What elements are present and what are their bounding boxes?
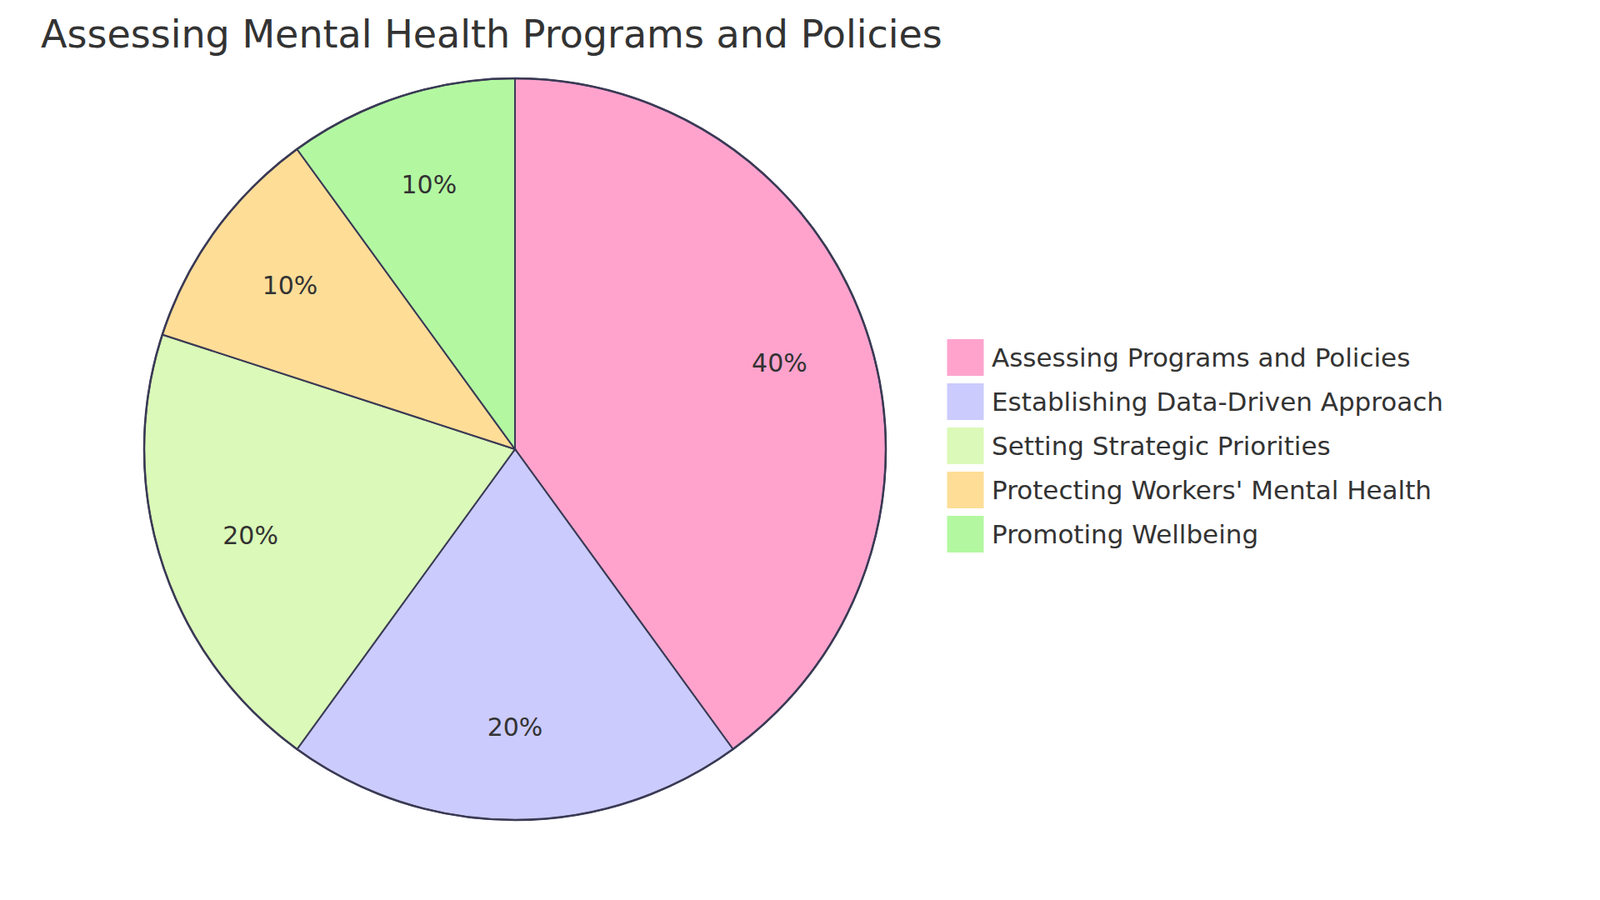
legend-swatch [946,471,985,510]
legend-label: Protecting Workers' Mental Health [991,475,1432,505]
slice [296,78,515,450]
legend-label: Assessing Programs and Policies [991,342,1410,373]
data-label: 10% [401,170,458,200]
title: Assessing Mental Health Programs and Pol… [40,11,943,57]
pie-outline [144,78,886,820]
data-label: 20% [487,712,544,742]
legend-label: Establishing Data-Driven Approach [991,386,1444,417]
legend: Assessing Programs and Policies Establish… [946,339,1444,554]
data-label: 40% [751,348,808,378]
data-label: 20% [222,520,279,550]
legend-label: Promoting Wellbeing [991,519,1259,550]
legend-swatch [946,515,985,554]
legend-swatch [946,339,985,377]
data-label: 10% [262,270,319,300]
legend-label: Setting Strategic Priorities [991,430,1331,461]
chart: Assessing Mental Health Programs and Pol… [0,0,1600,900]
legend-swatch [946,383,985,421]
pie: 40% 20% 20% 10% 10% [144,78,886,820]
legend-swatch [946,427,985,465]
